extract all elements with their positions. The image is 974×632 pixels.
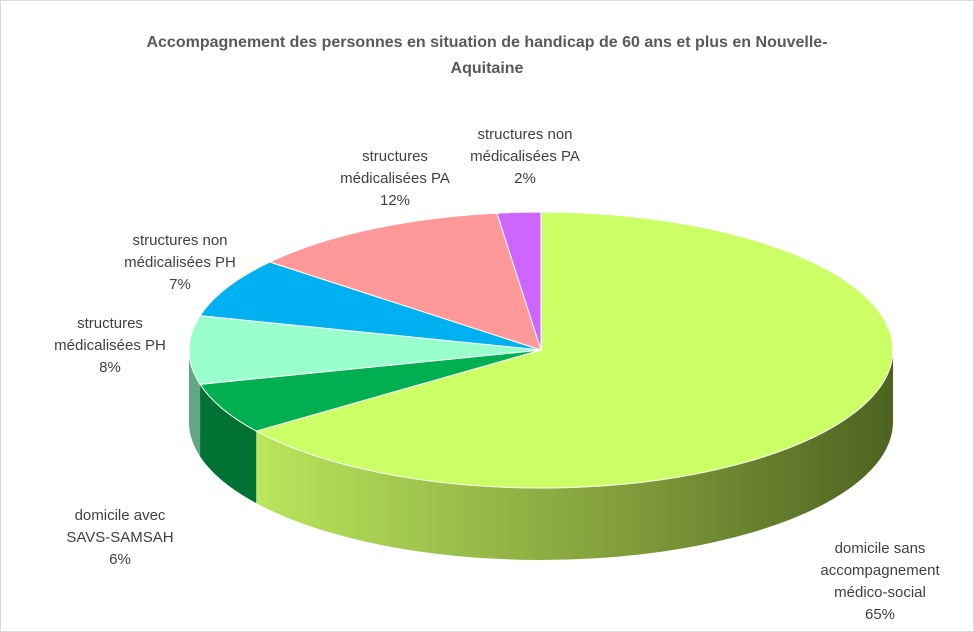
slice-side <box>200 384 257 504</box>
category-label: structures non médicalisées PH <box>124 232 236 271</box>
value-label: 2% <box>514 170 536 187</box>
value-label: 6% <box>109 551 131 568</box>
value-label: 7% <box>169 276 191 293</box>
category-label: structures non médicalisées PA <box>470 126 580 165</box>
data-label: structures médicalisées PH 8% <box>45 313 175 379</box>
data-label: structures médicalisées PA 12% <box>325 146 465 212</box>
slice <box>199 261 542 351</box>
category-label: structures médicalisées PH <box>54 315 166 354</box>
data-label: domicile sans accompagnement médico-soci… <box>795 538 965 626</box>
slice-side <box>256 350 893 560</box>
category-label: domicile sans accompagnement médico-soci… <box>820 540 940 601</box>
category-label: domicile avec SAVS-SAMSAH <box>66 507 174 546</box>
data-label: structures non médicalisées PH 7% <box>105 230 255 296</box>
slice <box>254 211 894 489</box>
value-label: 12% <box>379 192 411 209</box>
value-label: 8% <box>99 359 121 376</box>
category-label: structures médicalisées PA <box>340 148 450 187</box>
chart-title: Accompagnement des personnes en situatio… <box>146 34 828 77</box>
value-label: 65% <box>864 606 896 623</box>
slice <box>199 349 542 432</box>
data-label: domicile avec SAVS-SAMSAH 6% <box>55 505 185 571</box>
slice-side <box>189 350 201 457</box>
slice <box>188 315 542 385</box>
slice <box>268 212 542 351</box>
slice <box>496 211 542 351</box>
data-label: structures non médicalisées PA 2% <box>445 124 605 190</box>
